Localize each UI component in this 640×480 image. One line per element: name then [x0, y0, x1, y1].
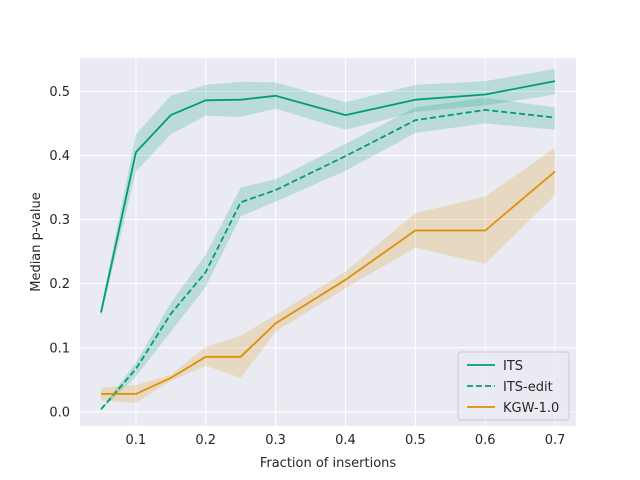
grid [80, 58, 576, 426]
confidence-band-its [101, 68, 555, 318]
series-line-kgw-1-0 [101, 170, 556, 395]
confidence-band-kgw-1-0 [101, 147, 555, 403]
y-axis-label: Median p-value [29, 192, 44, 292]
legend-box [457, 351, 570, 421]
y-tick-label: 0.1 [49, 341, 70, 356]
series-lines [100, 80, 556, 410]
x-tick-label: 0.5 [405, 433, 426, 448]
x-tick-label: 0.3 [265, 433, 286, 448]
series-line-its [100, 80, 556, 313]
x-tick-label: 0.4 [335, 433, 356, 448]
y-tick-label: 0.4 [49, 149, 70, 164]
legend: ITS ITS-edit KGW-1.0 [457, 351, 570, 421]
x-axis-label: Fraction of insertions [260, 456, 397, 471]
legend-label-its: ITS [503, 359, 523, 374]
y-tick-label: 0.3 [49, 213, 70, 228]
series-line-its-edit [100, 109, 556, 410]
x-tick-label: 0.6 [475, 433, 496, 448]
tick-labels: 0.1 0.2 0.3 0.4 0.5 0.6 0.7 0.0 0.1 0.2 0.3 0.4 0.5 [49, 85, 565, 448]
x-tick-label: 0.2 [195, 433, 216, 448]
confidence-bands [101, 68, 555, 410]
legend-label-its-edit: ITS-edit [503, 380, 553, 395]
legend-label-kgw: KGW-1.0 [503, 401, 559, 416]
x-tick-label: 0.7 [545, 433, 566, 448]
y-tick-label: 0.0 [49, 405, 70, 420]
y-tick-label: 0.5 [49, 85, 70, 100]
x-tick-label: 0.1 [126, 433, 147, 448]
confidence-band-its-edit [101, 97, 555, 410]
y-tick-label: 0.2 [49, 277, 70, 292]
